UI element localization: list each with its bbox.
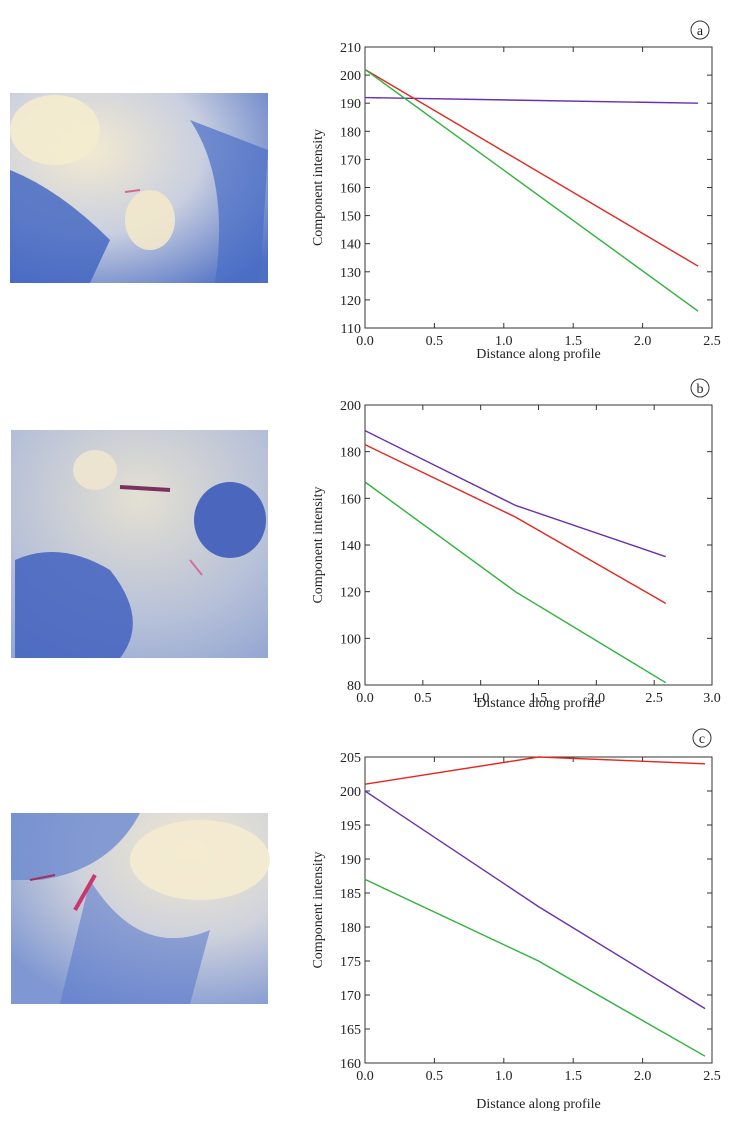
x-axis-label: Distance along profile [476,1097,600,1112]
x-axis-label: Distance along profile [476,347,600,362]
y-tick-label: 170 [340,153,361,168]
plot-frame [364,404,713,686]
data-line [364,756,706,785]
y-tick-label: 200 [340,69,361,84]
y-tick-label: 195 [340,819,361,834]
x-tick-label: 2.5 [703,334,721,349]
y-tick-label: 110 [341,322,361,337]
x-tick-label: 0.0 [356,691,374,706]
x-tick-label: 2.0 [588,691,606,706]
data-line [364,790,706,1010]
y-tick-label: 190 [340,97,361,112]
x-tick-label: 2.5 [645,691,663,706]
x-tick-label: 1.5 [530,691,548,706]
panel-label: a [697,24,704,39]
x-tick-label: 0.5 [426,334,444,349]
y-axis-label: Component intensity [311,851,326,968]
y-tick-label: 185 [340,887,361,902]
y-tick-label: 160 [340,492,361,507]
y-tick-label: 170 [340,989,361,1004]
y-tick-label: 200 [340,399,361,414]
x-tick-label: 1.5 [564,334,582,349]
x-tick-label: 3.0 [703,691,721,706]
x-tick-label: 1.0 [495,1069,513,1084]
data-line [364,878,706,1057]
x-tick-label: 0.5 [414,691,432,706]
x-tick-label: 0.5 [426,1069,444,1084]
y-tick-label: 200 [340,785,361,800]
data-line [364,430,666,558]
y-tick-label: 120 [340,294,361,309]
y-tick-label: 210 [340,41,361,56]
panel-badge [692,728,712,748]
y-tick-label: 180 [340,921,361,936]
y-tick-label: 165 [340,1023,361,1038]
y-tick-label: 175 [340,955,361,970]
x-tick-label: 2.0 [634,1069,652,1084]
data-line [364,96,699,104]
micrograph-a [10,93,268,283]
y-tick-label: 190 [340,853,361,868]
x-tick-label: 2.0 [634,334,652,349]
panel-badge [690,20,710,40]
data-line [364,68,699,267]
x-tick-label: 0.0 [356,1069,374,1084]
plot-frame [364,756,713,1064]
y-tick-label: 160 [340,1057,361,1072]
y-tick-label: 150 [340,210,361,225]
x-tick-label: 1.0 [472,691,490,706]
y-tick-label: 140 [340,539,361,554]
panel-label: c [699,732,705,747]
x-tick-label: 1.0 [495,334,513,349]
x-tick-label: 2.5 [703,1069,721,1084]
y-tick-label: 180 [340,125,361,140]
panel-badge [690,378,710,398]
x-tick-label: 1.5 [564,1069,582,1084]
chart: 160 165 170 175 180 185 190 195 200 205 0.0 0.5 1.0 1… [311,728,721,1112]
x-tick-label: 0.0 [356,334,374,349]
data-line [364,444,667,604]
data-line [364,481,667,684]
y-axis-label: Component intensity [311,486,326,603]
y-tick-label: 120 [340,586,361,601]
data-line [364,68,699,312]
micrograph-b [11,430,268,658]
y-tick-label: 180 [340,446,361,461]
y-axis-label: Component intensity [311,129,326,246]
y-tick-label: 130 [340,266,361,281]
y-tick-label: 80 [347,679,361,694]
y-tick-label: 140 [340,238,361,253]
y-tick-label: 100 [340,632,361,647]
panel-label: b [697,382,704,397]
micrograph-c [11,813,270,1004]
x-axis-label: Distance along profile [476,696,600,711]
y-tick-label: 205 [340,751,361,766]
chart: 80 100 120 140 160 180 200 0.0 0.5 1.0 1.5 2.0 2.5 3.… [311,378,721,711]
chart: 110 120 130 140 150 160 170 180 190 200 210 0.0 0.5 1… [311,20,721,362]
plot-frame [364,46,713,329]
y-tick-label: 160 [340,182,361,197]
